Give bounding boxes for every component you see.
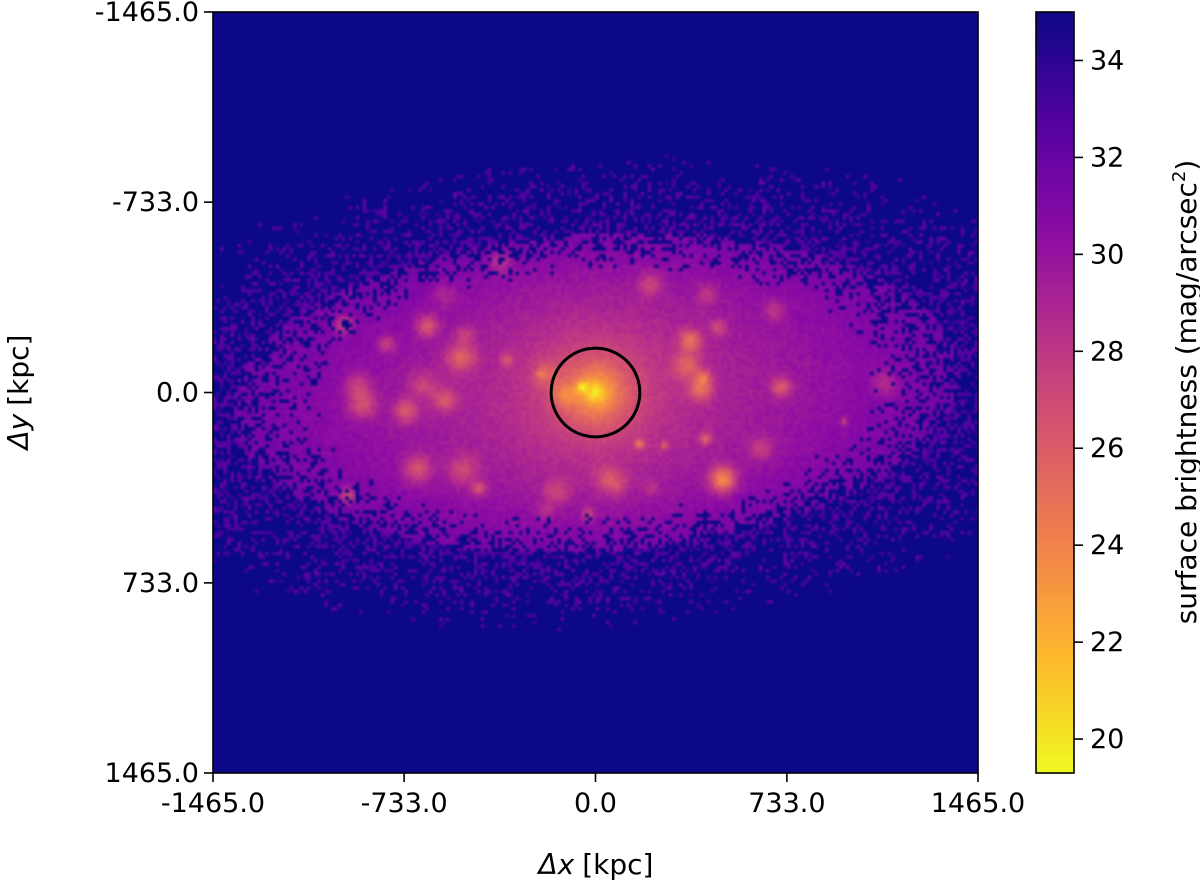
colorbar-tick-label: 20	[1090, 724, 1124, 755]
y-axis: -1465.0 -733.0 0.0 733.0 1465.0	[95, 0, 213, 789]
x-tick-label: 1465.0	[931, 788, 1025, 819]
colorbar-label: surface brightness (mag/arcsec2)	[1169, 160, 1200, 625]
colorbar-tick-label: 28	[1090, 336, 1124, 367]
colorbar-ticks: 20 22 24 26 28 30 32 34	[1074, 45, 1124, 755]
y-tick-label: 1465.0	[105, 758, 199, 789]
colorbar-gradient	[1036, 12, 1074, 773]
colorbar-tick-label: 22	[1090, 627, 1124, 658]
colorbar-tick-label: 26	[1090, 433, 1124, 464]
y-tick-label: -1465.0	[95, 0, 199, 28]
heatmap-raster	[213, 12, 978, 773]
colorbar: 20 22 24 26 28 30 32 34 surface brightness (mag…	[1035, 11, 1200, 774]
x-tick-label: -733.0	[361, 788, 448, 819]
aperture-circle	[549, 346, 642, 439]
x-tick-label: 733.0	[748, 788, 825, 819]
y-tick-label: -733.0	[112, 187, 199, 218]
x-tick-label: -1465.0	[161, 788, 265, 819]
x-axis: -1465.0 -733.0 0.0 733.0 1465.0	[161, 773, 1025, 819]
colorbar-frame	[1035, 11, 1075, 774]
colorbar-tick-label: 34	[1090, 45, 1124, 76]
colorbar-tick-label: 24	[1090, 530, 1124, 561]
y-axis-label: Δy[kpc]	[2, 335, 35, 452]
heatmap-image	[213, 12, 978, 773]
colorbar-tick-label: 30	[1090, 239, 1124, 270]
y-tick-label: 0.0	[156, 378, 199, 409]
x-tick-label: 0.0	[574, 788, 617, 819]
y-tick-label: 733.0	[122, 568, 199, 599]
x-axis-label: Δx [kpc]	[537, 848, 654, 881]
colorbar-tick-label: 32	[1090, 142, 1124, 173]
